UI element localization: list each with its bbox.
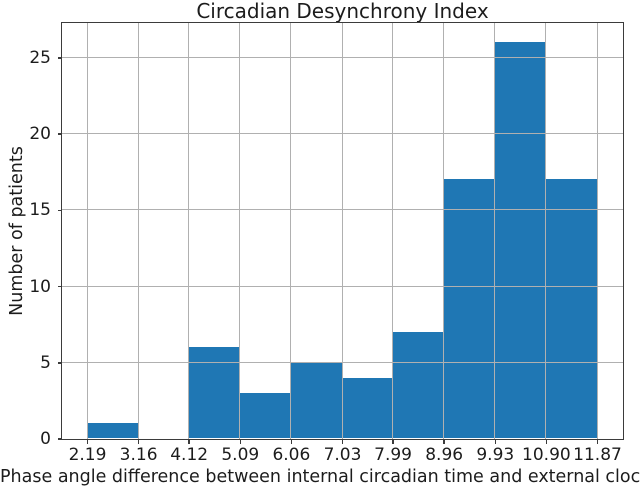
vertical-gridline bbox=[596, 22, 598, 439]
y-tick-label: 25 bbox=[29, 48, 51, 69]
y-tick-mark bbox=[57, 209, 62, 212]
x-tick-mark bbox=[392, 439, 394, 444]
y-tick-mark bbox=[57, 362, 62, 364]
x-tick-mark bbox=[443, 439, 445, 444]
x-tick-mark bbox=[86, 439, 89, 444]
y-tick-mark bbox=[57, 57, 62, 59]
x-tick-label: 8.96 bbox=[425, 445, 464, 465]
x-tick-mark bbox=[596, 439, 599, 444]
x-tick-mark bbox=[239, 439, 242, 444]
x-tick-mark bbox=[341, 439, 344, 444]
x-tick-label: 4.12 bbox=[170, 445, 209, 465]
x-tick-label: 6.06 bbox=[272, 445, 311, 465]
x-axis-label: Phase angle difference between internal … bbox=[0, 467, 640, 487]
x-tick-label: 7.03 bbox=[323, 445, 362, 465]
x-tick-label: 7.99 bbox=[374, 445, 412, 465]
y-tick-mark bbox=[57, 133, 62, 135]
x-tick-mark bbox=[188, 439, 190, 444]
x-tick-mark bbox=[545, 439, 548, 444]
histogram-bar bbox=[494, 42, 546, 439]
x-tick-mark bbox=[290, 439, 293, 444]
vertical-gridline bbox=[494, 22, 496, 439]
vertical-gridline bbox=[392, 22, 394, 439]
vertical-gridline bbox=[86, 22, 88, 439]
x-tick-label: 9.93 bbox=[476, 445, 515, 465]
vertical-gridline bbox=[137, 22, 139, 439]
histogram-bar bbox=[239, 392, 291, 439]
y-tick-label: 20 bbox=[29, 124, 51, 145]
chart-title: Circadian Desynchrony Index bbox=[196, 0, 489, 23]
histogram-bar bbox=[87, 423, 139, 439]
histogram-bar bbox=[545, 179, 597, 439]
x-tick-mark bbox=[494, 439, 497, 444]
x-tick-label: 10.90 bbox=[522, 445, 571, 465]
vertical-gridline bbox=[188, 22, 190, 439]
y-tick-label: 0 bbox=[40, 429, 51, 449]
histogram-bar bbox=[443, 179, 495, 439]
x-tick-label: 11.87 bbox=[573, 445, 622, 465]
vertical-gridline bbox=[443, 22, 445, 439]
x-tick-label: 5.09 bbox=[221, 445, 260, 465]
x-tick-label: 2.19 bbox=[68, 445, 107, 465]
y-tick-mark bbox=[57, 285, 62, 288]
vertical-gridline bbox=[290, 22, 292, 439]
y-tick-label: 10 bbox=[29, 276, 51, 297]
histogram-bar bbox=[188, 347, 240, 439]
histogram-bar bbox=[290, 362, 342, 439]
histogram-bar bbox=[392, 331, 444, 439]
vertical-gridline bbox=[239, 22, 241, 439]
vertical-gridline bbox=[545, 22, 547, 439]
x-tick-label: 3.16 bbox=[119, 445, 158, 465]
histogram-bar bbox=[342, 377, 393, 439]
plot-area bbox=[60, 21, 624, 440]
y-tick-mark bbox=[57, 438, 62, 440]
y-tick-label: 5 bbox=[40, 352, 51, 373]
vertical-gridline bbox=[341, 22, 343, 439]
x-tick-mark bbox=[137, 439, 140, 444]
y-tick-label: 15 bbox=[29, 200, 51, 221]
